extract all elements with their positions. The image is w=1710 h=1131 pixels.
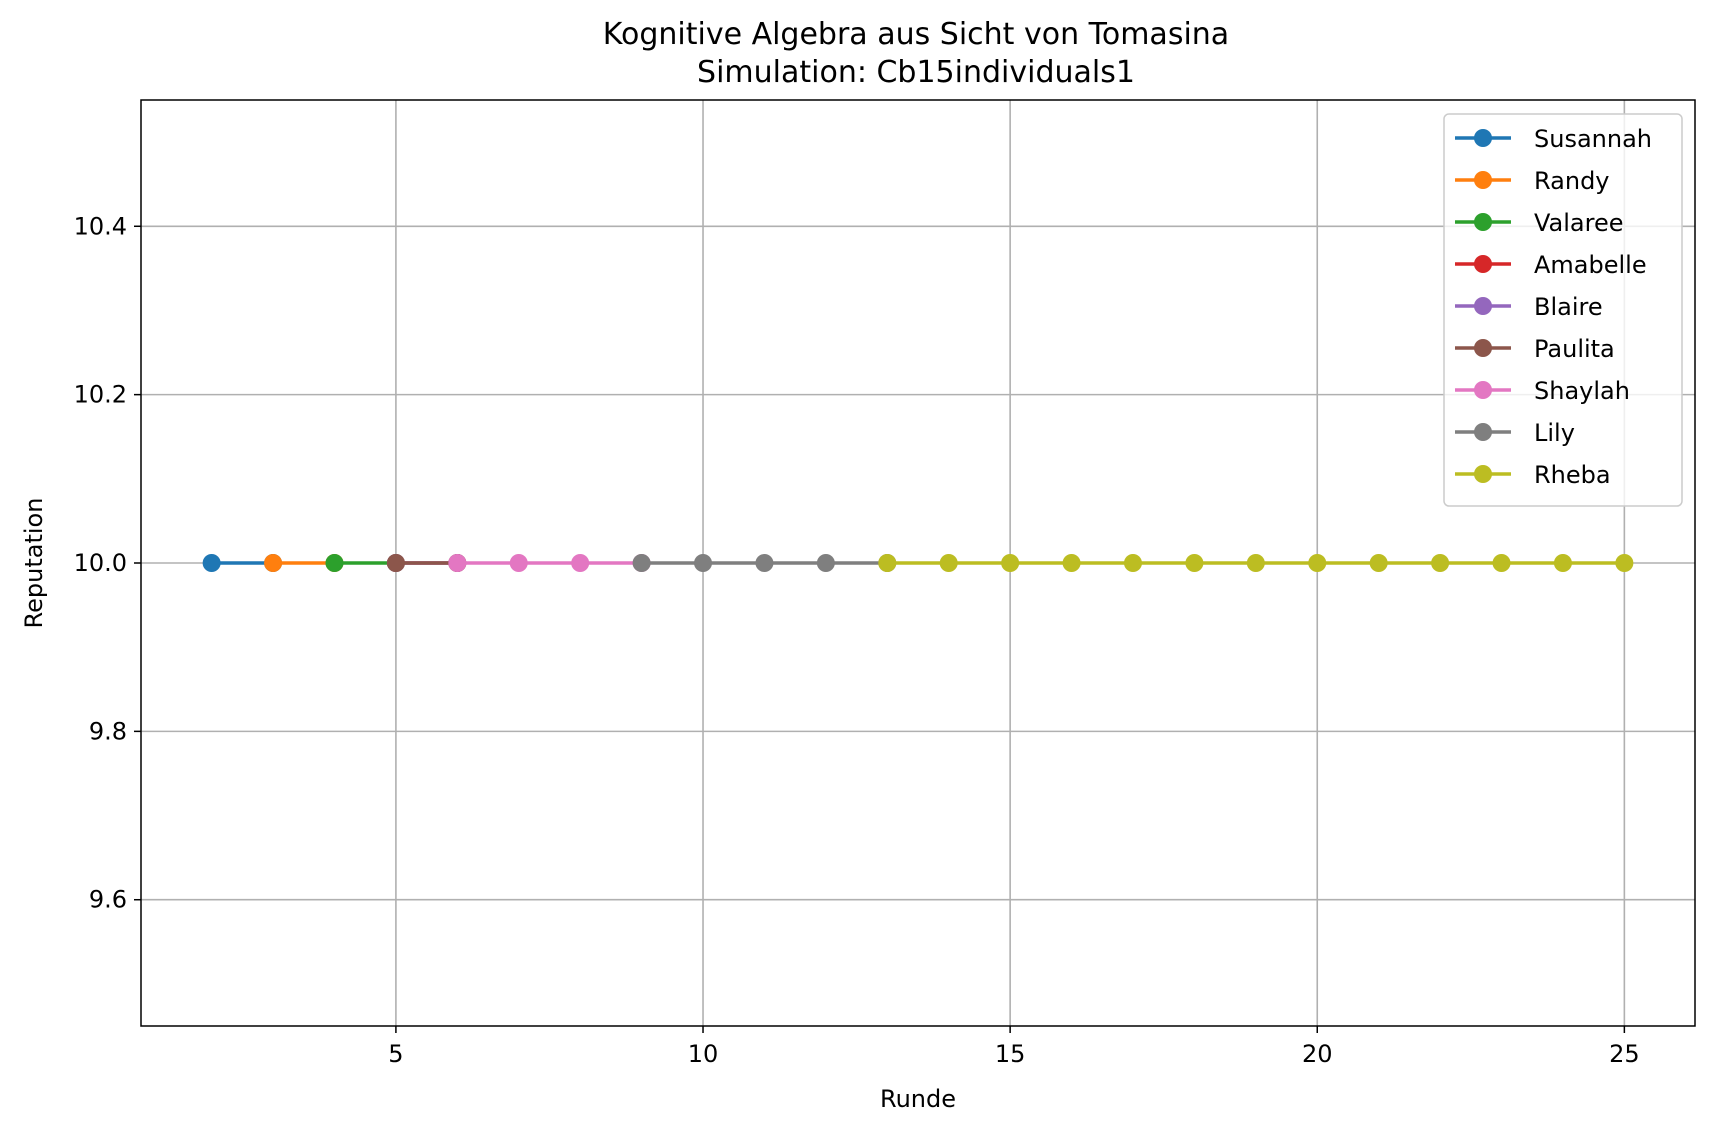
legend-item-rheba: Rheba — [1455, 461, 1611, 489]
legend-marker — [1474, 255, 1492, 273]
legend: Susannah Randy Valaree Amabelle Blaire Paulit… — [1443, 113, 1683, 507]
data-point-lily — [816, 554, 835, 572]
data-point-lily — [694, 554, 713, 572]
y-tick-label: 10.0 — [74, 549, 127, 577]
series-rheba — [878, 554, 1634, 572]
legend-box — [1443, 113, 1683, 507]
legend-item-valaree: Valaree — [1455, 209, 1624, 237]
legend-marker — [1474, 423, 1492, 441]
legend-item-shaylah: Shaylah — [1455, 377, 1630, 405]
legend-item-paulita: Paulita — [1455, 335, 1615, 363]
data-point-lily — [632, 554, 651, 572]
legend-marker — [1474, 465, 1492, 483]
legend-marker — [1474, 171, 1492, 189]
data-point-rheba — [1553, 554, 1572, 572]
legend-item-amabelle: Amabelle — [1455, 251, 1647, 279]
legend-label: Rheba — [1534, 461, 1611, 489]
legend-label: Randy — [1534, 167, 1610, 195]
y-tick-label: 10.4 — [74, 212, 127, 240]
x-axis-ticks: 5 10 15 20 25 — [388, 1026, 1640, 1068]
data-point-randy — [264, 554, 283, 572]
data-point-paulita — [386, 554, 405, 572]
x-tick-label: 10 — [688, 1040, 719, 1068]
legend-label: Paulita — [1534, 335, 1615, 363]
data-point-rheba — [1062, 554, 1081, 572]
data-point-rheba — [939, 554, 958, 572]
data-point-rheba — [1431, 554, 1450, 572]
series-layer — [202, 554, 1634, 572]
data-point-shaylah — [509, 554, 528, 572]
data-point-rheba — [878, 554, 897, 572]
legend-marker — [1474, 129, 1492, 147]
y-tick-label: 10.2 — [74, 381, 127, 409]
data-point-rheba — [1001, 554, 1020, 572]
y-tick-label: 9.8 — [89, 717, 127, 745]
legend-label: Blaire — [1534, 293, 1603, 321]
y-tick-label: 9.6 — [89, 886, 127, 914]
y-axis-ticks: 9.6 9.8 10.0 10.2 10.4 — [74, 212, 141, 914]
legend-marker — [1474, 339, 1492, 357]
legend-item-blaire: Blaire — [1455, 293, 1603, 321]
data-point-rheba — [1492, 554, 1511, 572]
data-point-valaree — [325, 554, 344, 572]
chart-title: Kognitive Algebra aus Sicht von Tomasina — [603, 17, 1229, 52]
legend-label: Shaylah — [1534, 377, 1630, 405]
y-axis-label: Reputation — [20, 498, 48, 629]
data-point-rheba — [1308, 554, 1327, 572]
x-tick-label: 5 — [388, 1040, 403, 1068]
legend-item-randy: Randy — [1455, 167, 1610, 195]
legend-label: Amabelle — [1534, 251, 1647, 279]
legend-item-lily: Lily — [1455, 419, 1575, 447]
x-tick-label: 25 — [1609, 1040, 1640, 1068]
data-point-rheba — [1123, 554, 1142, 572]
legend-label: Lily — [1534, 419, 1575, 447]
chart-subtitle: Simulation: Cb15individuals1 — [697, 55, 1135, 90]
data-point-shaylah — [571, 554, 590, 572]
data-point-rheba — [1185, 554, 1204, 572]
legend-marker — [1474, 213, 1492, 231]
data-point-shaylah — [448, 554, 467, 572]
legend-marker — [1474, 297, 1492, 315]
data-point-rheba — [1615, 554, 1634, 572]
legend-label: Valaree — [1534, 209, 1624, 237]
legend-item-susannah: Susannah — [1455, 125, 1652, 153]
x-tick-label: 20 — [1302, 1040, 1333, 1068]
legend-label: Susannah — [1534, 125, 1652, 153]
x-tick-label: 15 — [995, 1040, 1026, 1068]
data-point-susannah — [202, 554, 221, 572]
data-point-lily — [755, 554, 774, 572]
data-point-rheba — [1369, 554, 1388, 572]
legend-marker — [1474, 381, 1492, 399]
data-point-rheba — [1246, 554, 1265, 572]
x-axis-label: Runde — [880, 1085, 956, 1113]
